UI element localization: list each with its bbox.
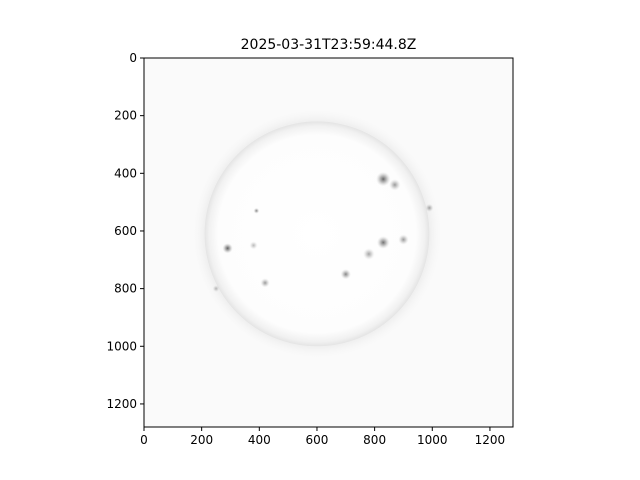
chart-title: 2025-03-31T23:59:44.8Z [241,37,417,53]
image-layer [191,107,443,360]
x-tick-label: 0 [140,433,148,447]
y-tick-label: 1200 [106,397,137,411]
y-axis: 0 200 400 600 800 1000 1200 [106,51,144,411]
x-tick-label: 800 [363,433,386,447]
x-tick-label: 600 [306,433,329,447]
plot-frame [143,57,514,428]
x-axis: 0 200 400 600 800 1000 1200 [140,427,505,447]
active-region [376,236,390,249]
active-region [398,234,409,245]
active-region [376,171,391,187]
active-region [389,179,401,191]
x-tick-label: 1200 [475,433,506,447]
y-tick-label: 0 [129,51,137,65]
x-tick-label: 1000 [417,433,448,447]
active-region [425,203,434,212]
y-tick-label: 800 [114,282,137,296]
x-tick-label: 400 [248,433,271,447]
x-tick-label: 200 [190,433,213,447]
y-tick-label: 400 [114,166,137,180]
y-tick-label: 1000 [106,339,137,353]
active-region [222,243,233,254]
active-region [363,248,375,260]
y-tick-label: 200 [114,109,137,123]
active-region [340,269,351,280]
solar-disk [204,121,430,347]
y-tick-label: 600 [114,224,137,238]
plot-area [144,58,513,427]
active-region [260,278,270,288]
active-region [249,241,258,250]
active-region [253,207,260,214]
active-region [212,285,220,293]
